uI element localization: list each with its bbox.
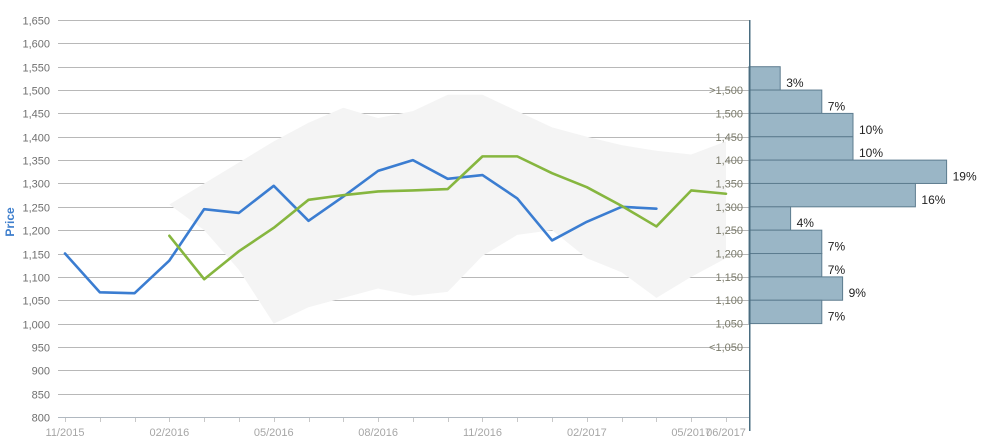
x-axis-tick-label: 05/2016: [254, 427, 294, 439]
histogram-value-label: 9%: [849, 286, 867, 300]
x-axis-tick-label: 02/2016: [149, 427, 189, 439]
y-axis-tick-label: 1,050: [22, 296, 50, 308]
y-axis-tick-label: 850: [32, 390, 50, 402]
histogram-value-label: 3%: [786, 76, 804, 90]
y-axis-tick-labels: 800 850 900 950 1,000 1,050 1,100 1,150 1,200 1,2…: [22, 16, 50, 425]
histogram-bin-label: 1,200: [715, 249, 743, 261]
y-axis-tick-label: 1,550: [22, 63, 50, 75]
y-axis-tick-label: 950: [32, 343, 50, 355]
histogram-value-label: 7%: [828, 263, 846, 277]
y-axis-tick-label: 1,200: [22, 226, 50, 238]
series-line-blue-series: [63, 158, 658, 295]
histogram-bin-label: 1,350: [715, 178, 743, 190]
y-axis-tick-label: 1,500: [22, 86, 50, 98]
data-series-lines: [63, 155, 728, 295]
histogram-labels: >1,500 3% 1,500 7% 1,450 10% 1,400 10% 1,350 19% 1…: [709, 76, 977, 354]
histogram-value-label: 4%: [797, 216, 815, 230]
histogram-bin-label: 1,300: [715, 202, 743, 214]
histogram-bin-label: 1,400: [715, 155, 743, 167]
histogram-bar: [748, 253, 823, 278]
histogram-value-label: 19%: [953, 169, 977, 183]
histogram-bar: [748, 182, 916, 208]
histogram-bin-label: 1,250: [715, 225, 743, 237]
y-axis-tick-label: 1,150: [22, 250, 50, 262]
x-axis-tick-label: 06/2017: [706, 427, 746, 439]
histogram-bar: [748, 159, 948, 184]
y-axis-tick-label: 800: [32, 413, 50, 425]
histogram-value-label: 7%: [828, 99, 846, 113]
histogram-bin-label: 1,150: [715, 272, 743, 284]
y-axis-tick-label: 1,250: [22, 203, 50, 215]
histogram-bar: [748, 136, 854, 161]
histogram-bin-label: 1,050: [715, 319, 743, 331]
histogram-bar: [748, 112, 854, 138]
histogram-value-label: 7%: [828, 240, 846, 254]
x-axis-tick-label: 11/2016: [463, 427, 502, 439]
y-axis-tick-label: 1,650: [22, 16, 50, 28]
y-axis-tick-label: 1,350: [22, 156, 50, 168]
y-axis-tick-label: 1,100: [22, 273, 50, 285]
histogram-bar: [748, 89, 823, 114]
x-axis-tick-labels: 11/2015 02/2016 05/2016 08/2016 11/2016 02/20…: [46, 427, 746, 439]
x-axis-tick-label: 08/2016: [358, 427, 398, 439]
x-axis-tick-label: 05/2017: [671, 427, 711, 439]
histogram-bar: [748, 276, 844, 301]
x-axis-tick-label: 11/2015: [46, 427, 85, 439]
y-axis-tick-label: 1,000: [22, 320, 50, 332]
x-axis-tick-label: 02/2017: [567, 427, 607, 439]
histogram-bin-label: 1,100: [715, 295, 743, 307]
histogram-bar: [748, 66, 781, 91]
y-axis-tick-label: 1,400: [22, 133, 50, 145]
histogram-bin-label: 1,450: [715, 132, 743, 144]
y-axis-tick-label: 1,600: [22, 39, 50, 51]
y-axis-tick-label: 900: [32, 366, 50, 378]
histogram-value-label: 16%: [921, 193, 945, 207]
histogram-bin-label: 1,500: [715, 108, 743, 120]
histogram-bar: [748, 299, 823, 325]
y-axis-tick-label: 1,300: [22, 179, 50, 191]
forecast-range-band: [169, 94, 727, 324]
price-distribution-histogram: [748, 20, 948, 431]
y-axis-title: Price: [3, 207, 17, 237]
y-axis-tick-label: 1,450: [22, 109, 50, 121]
histogram-value-label: 10%: [859, 123, 883, 137]
histogram-bar: [748, 206, 792, 231]
forecast-range-area: [169, 94, 727, 324]
histogram-bar: [748, 229, 823, 255]
histogram-value-label: 10%: [859, 146, 883, 160]
histogram-value-label: 7%: [828, 310, 846, 324]
histogram-bin-label: <1,050: [709, 342, 743, 354]
histogram-bin-label: >1,500: [709, 85, 743, 97]
series-line-green-series: [168, 155, 728, 281]
